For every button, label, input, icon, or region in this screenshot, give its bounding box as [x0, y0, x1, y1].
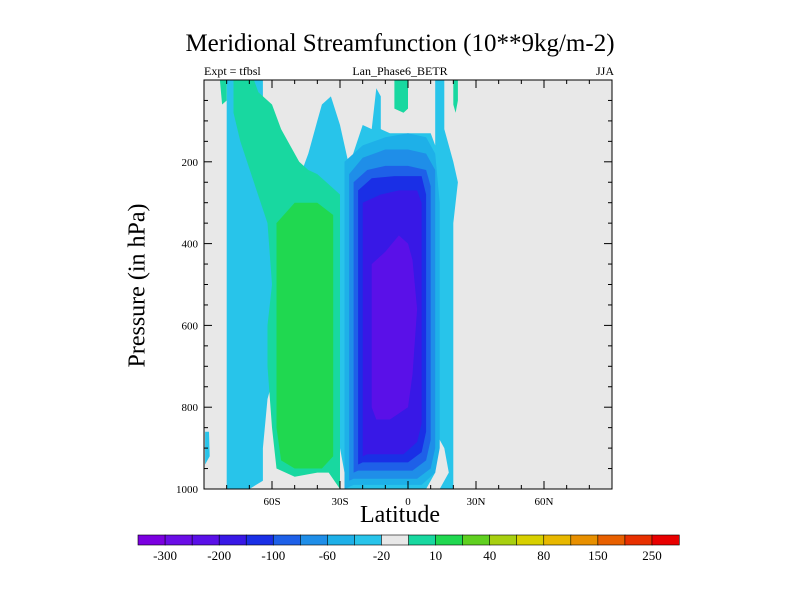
contour-hadley-core [371, 235, 418, 420]
colorbar-label: 80 [537, 548, 550, 563]
colorbar-label: -60 [319, 548, 336, 563]
colorbar-swatch [570, 534, 599, 546]
colorbar-swatch [381, 534, 410, 546]
contour-top-green-blob-left [219, 80, 227, 105]
season-label: JJA [595, 64, 614, 78]
colorbar-swatch [272, 534, 301, 546]
contour-top-green-blob-mid [394, 80, 408, 113]
colorbar-swatch [651, 534, 680, 546]
colorbar-swatch [191, 534, 220, 546]
colorbar-label: -200 [207, 548, 231, 563]
experiment-label: Expt = tfbsl [204, 64, 261, 78]
colorbar-label: -100 [261, 548, 285, 563]
colorbar-swatch [516, 534, 545, 546]
colorbar-label: 250 [642, 548, 662, 563]
colorbar-label: -300 [153, 548, 177, 563]
colorbar-swatch [543, 534, 572, 546]
colorbar-swatch [408, 534, 437, 546]
y-tick-label: 1000 [176, 484, 199, 496]
colorbar-label: -20 [373, 548, 390, 563]
chart-title: Meridional Streamfunction (10**9kg/m-2) [185, 30, 615, 57]
colorbar-swatch [218, 534, 247, 546]
contour-north-edge-green [453, 80, 458, 113]
colorbar-label: 10 [429, 548, 442, 563]
x-tick-label: 60S [263, 496, 280, 508]
y-tick-label: 200 [182, 157, 199, 169]
colorbar-swatch [624, 534, 653, 546]
colorbar-swatch [245, 534, 274, 546]
colorbar-swatch [597, 534, 626, 546]
colorbar-label: 150 [588, 548, 608, 563]
contour-south-cell-green-40 [276, 202, 334, 469]
colorbar-swatch [489, 534, 518, 546]
x-axis-label: Latitude [360, 502, 440, 528]
x-tick-label: 30S [331, 496, 348, 508]
run-label: Lan_Phase6_BETR [352, 64, 448, 78]
colorbar-swatch [137, 534, 166, 546]
x-tick-label: 30N [467, 496, 486, 508]
y-tick-label: 600 [182, 320, 199, 332]
y-tick-label: 400 [182, 239, 199, 251]
colorbar-swatch [354, 534, 383, 546]
colorbar-swatch [435, 534, 464, 546]
colorbar-label: 40 [483, 548, 496, 563]
y-tick-label: 800 [182, 402, 199, 414]
colorbar-swatch [164, 534, 193, 546]
colorbar-swatch [327, 534, 356, 546]
x-tick-label: 0 [405, 496, 411, 508]
colorbar-swatch [299, 534, 328, 546]
colorbar-swatch [462, 534, 491, 546]
x-tick-label: 60N [535, 496, 554, 508]
